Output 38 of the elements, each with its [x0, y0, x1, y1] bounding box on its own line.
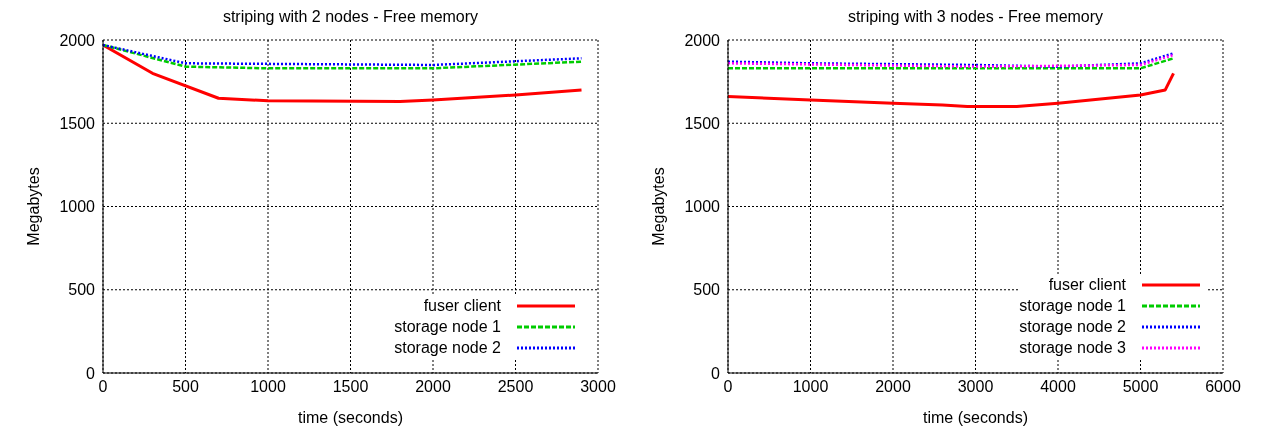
legend-label: storage node 1 — [394, 317, 501, 336]
legend-label: storage node 2 — [1019, 317, 1126, 336]
x-tick-label: 0 — [723, 378, 733, 396]
legend-label: storage node 2 — [394, 338, 501, 357]
y-tick-label: 1500 — [684, 114, 721, 132]
x-tick-label: 2500 — [497, 378, 534, 396]
y-tick-label: 0 — [711, 364, 721, 382]
legend-label: storage node 1 — [1019, 296, 1126, 315]
y-tick-label: 1500 — [59, 114, 96, 132]
y-axis-title: Megabytes — [24, 167, 42, 246]
x-tick-label: 3000 — [957, 378, 994, 396]
chart-title: striping with 3 nodes - Free memory — [846, 8, 1105, 27]
y-tick-label: 2000 — [684, 31, 721, 49]
y-tick-label: 500 — [68, 281, 96, 299]
x-tick-label: 1500 — [332, 378, 369, 396]
legend-label: storage node 3 — [1019, 338, 1126, 357]
y-tick-label: 500 — [693, 281, 721, 299]
y-tick-label: 0 — [86, 364, 96, 382]
x-axis-title: time (seconds) — [298, 409, 403, 426]
x-axis-title: time (seconds) — [923, 409, 1028, 426]
x-tick-label: 1000 — [250, 378, 286, 396]
legend-label: fuser client — [1048, 275, 1126, 294]
y-axis-title: Megabytes — [649, 167, 667, 246]
x-tick-label: 500 — [172, 378, 199, 396]
x-tick-label: 4000 — [1040, 378, 1076, 396]
chart-title: striping with 2 nodes - Free memory — [221, 8, 480, 27]
x-tick-label: 5000 — [1122, 378, 1159, 396]
y-tick-label: 1000 — [59, 198, 96, 216]
y-tick-label: 2000 — [59, 31, 96, 49]
line-series — [728, 71, 1175, 109]
legend-label: fuser client — [423, 296, 501, 315]
x-tick-label: 3000 — [580, 378, 616, 396]
y-tick-label: 1000 — [684, 198, 721, 216]
x-tick-label: 6000 — [1205, 378, 1241, 396]
x-tick-label: 1000 — [792, 378, 829, 396]
x-tick-label: 0 — [98, 378, 108, 396]
x-tick-label: 2000 — [875, 378, 911, 396]
x-tick-label: 2000 — [415, 378, 451, 396]
